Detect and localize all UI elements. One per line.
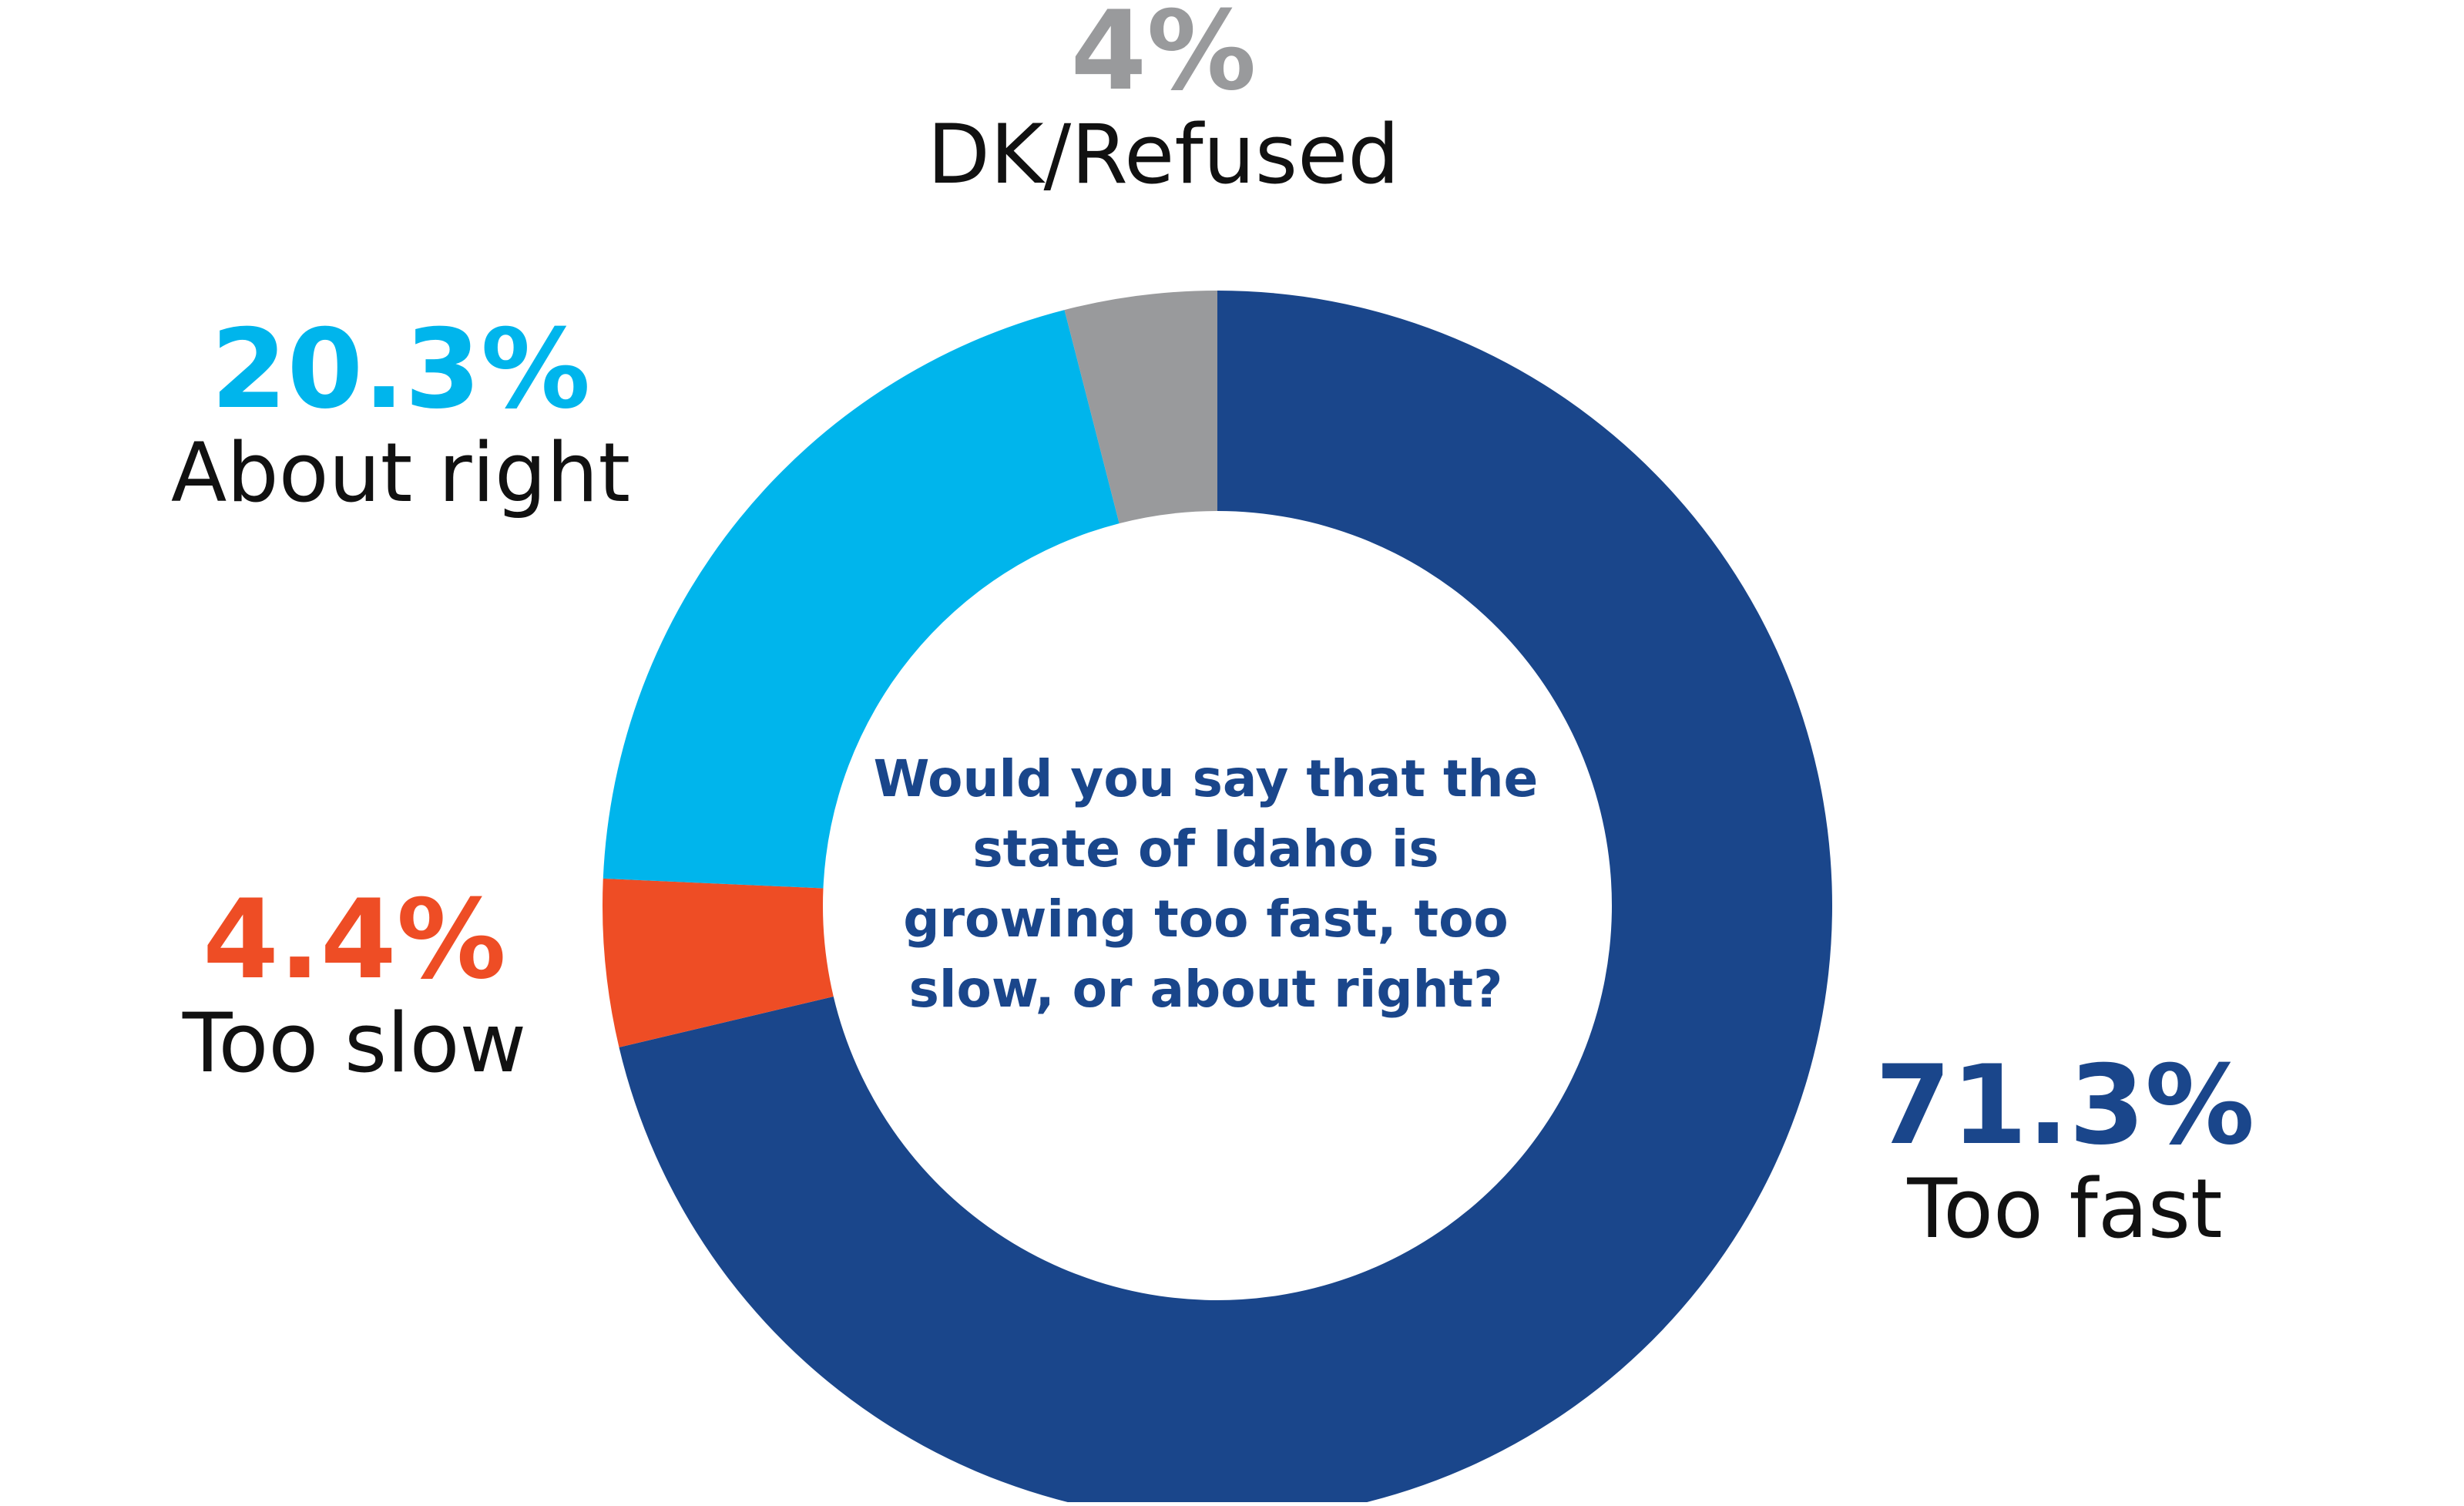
value-label-too-slow: 4.4% — [203, 876, 506, 1003]
slice-label-about-right: 20.3% About right — [92, 312, 709, 519]
category-label-about-right: About right — [170, 425, 631, 520]
slice-label-dk-refused: 4% DK/Refused — [832, 0, 1495, 200]
slice-dk-refused — [1064, 291, 1217, 524]
slice-label-too-fast: 71.3% Too fast — [1795, 1048, 2335, 1255]
slice-too-slow — [603, 878, 834, 1047]
slice-label-too-slow: 4.4% Too slow — [92, 882, 616, 1089]
category-label-dk-refused: DK/Refused — [927, 107, 1400, 202]
center-question: Would you say that the state of Idaho is… — [873, 749, 1539, 1019]
category-label-too-slow: Too slow — [182, 996, 527, 1091]
category-label-too-fast: Too fast — [1907, 1161, 2223, 1256]
value-label-too-fast: 71.3% — [1875, 1042, 2255, 1169]
slice-about-right — [603, 310, 1120, 889]
slice-too-fast — [619, 291, 1832, 1506]
value-label-about-right: 20.3% — [210, 306, 591, 433]
value-label-dk-refused: 4% — [1070, 0, 1257, 115]
